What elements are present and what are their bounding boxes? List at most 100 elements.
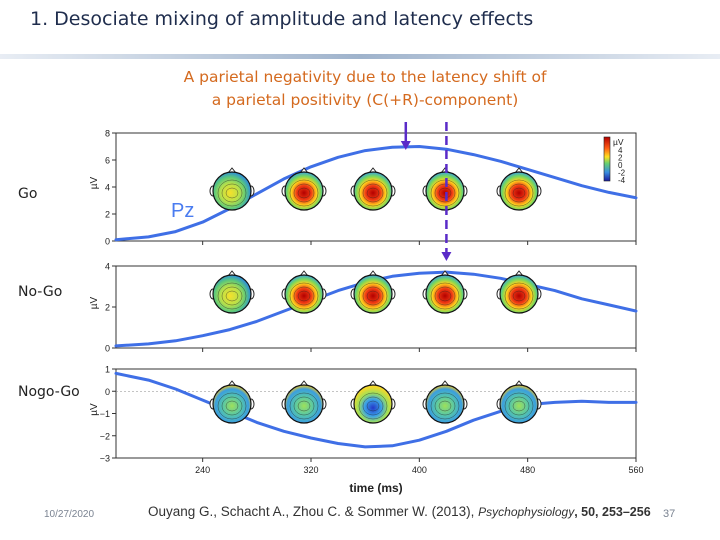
topomap [209,380,255,424]
topomap-contour [217,179,247,207]
slide-subtitle: A parietal negativity due to the latency… [130,66,600,112]
subtitle-line-2: a parietal positivity (C(+R)-component) [211,91,519,109]
colorbar-tick-label: 2 [618,154,623,163]
row-label-nogo-go: Nogo-Go [18,384,80,400]
topomap-contour [225,290,239,302]
topomap [422,380,468,424]
topomap [281,380,327,424]
y-tick-label: 0 [105,344,110,354]
topomap-head [284,384,324,424]
topomap-head [212,274,252,314]
topomap-contour [512,290,526,302]
topomap-contour [366,187,380,199]
colorbar-tick-label: 0 [618,161,623,170]
citation-journal: Psychophysiology [478,505,575,519]
topomap-contour [217,282,247,310]
topomap-contour [504,392,534,420]
colorbar-unit: µV [613,137,624,147]
topomap-contour [434,183,456,203]
y-tick-label: −2 [100,431,110,441]
topomap-head [425,171,465,211]
footer-date: 10/27/2020 [44,509,95,520]
topomap-head [499,274,539,314]
y-tick-label: 0 [105,237,110,247]
topomap-contour [434,396,456,416]
topomap [281,270,327,314]
topomap-contour [512,187,526,199]
x-tick-label: 320 [303,465,318,475]
y-tick-label: 0 [105,387,110,397]
topomap-contour [221,396,243,416]
topomap-contour [430,282,460,310]
peak-arrowhead-go [400,141,411,150]
title-divider [0,54,720,59]
topomap-head [353,171,393,211]
x-tick-label: 480 [520,465,535,475]
topomap [422,167,468,211]
colorbar-tick-label: -2 [618,169,626,178]
row-label-nogo: No-Go [18,284,63,300]
electrode-label: Pz [171,200,194,222]
slide-title: 1. Desociate mixing of amplitude and lat… [30,8,534,30]
topomap-contour [438,400,452,412]
topomap [496,270,542,314]
topomap [422,270,468,314]
erp-line-go [114,145,638,242]
topomap-contour [293,183,315,203]
topomap-contour [358,282,388,310]
topomap-contour [289,392,319,420]
topomap [350,167,396,211]
topomap-contour [297,400,311,412]
y-tick-label: 8 [105,129,110,139]
topomap-head [499,384,539,424]
page-number: 37 [663,508,676,520]
topomap-contour [438,290,452,302]
topomap-contour [366,400,380,412]
topomap-contour [362,396,384,416]
topomap-contour [289,282,319,310]
topomap-head [212,171,252,211]
y-tick-label: 4 [105,262,110,272]
y-tick-label: 2 [105,303,110,313]
topomap-contour [366,290,380,302]
topomap-head [353,384,393,424]
topomap-contour [430,392,460,420]
topomap-contour [362,286,384,306]
citation: Ouyang G., Schacht A., Zhou C. & Sommer … [148,504,651,519]
y-tick-label: −1 [100,409,110,419]
x-tick-label: 400 [412,465,427,475]
topomap-contour [504,282,534,310]
topomap-head [353,274,393,314]
topomap [209,167,255,211]
topomap [496,167,542,211]
topomap-head [425,384,465,424]
y-axis-label: µV [89,176,100,189]
subtitle-line-1: A parietal negativity due to the latency… [183,68,547,86]
y-tick-label: 6 [105,156,110,166]
topomap-contour [362,183,384,203]
topomap-head [284,171,324,211]
x-tick-label: 240 [195,465,210,475]
topomap [209,270,255,314]
topomap-contour [221,183,243,203]
y-axis-label: µV [89,403,100,416]
topomap [350,380,396,424]
topomap-contour [434,286,456,306]
topomap-head [212,384,252,424]
topomap-contour [508,183,530,203]
topomap-contour [289,179,319,207]
topomap-contour [508,396,530,416]
y-tick-label: 4 [105,183,110,193]
erp-line-nogo-go [114,371,638,449]
topomap-contour [225,187,239,199]
topomap-contour [508,286,530,306]
topomap-contour [358,179,388,207]
y-tick-label: 2 [105,210,110,220]
peak-arrowhead-nogo [441,252,452,261]
topomap-contour [225,400,239,412]
citation-authors: Ouyang G., Schacht A., Zhou C. & Sommer … [148,504,479,519]
topomap-head [425,274,465,314]
row-label-go: Go [18,186,38,202]
topomap-contour [430,179,460,207]
